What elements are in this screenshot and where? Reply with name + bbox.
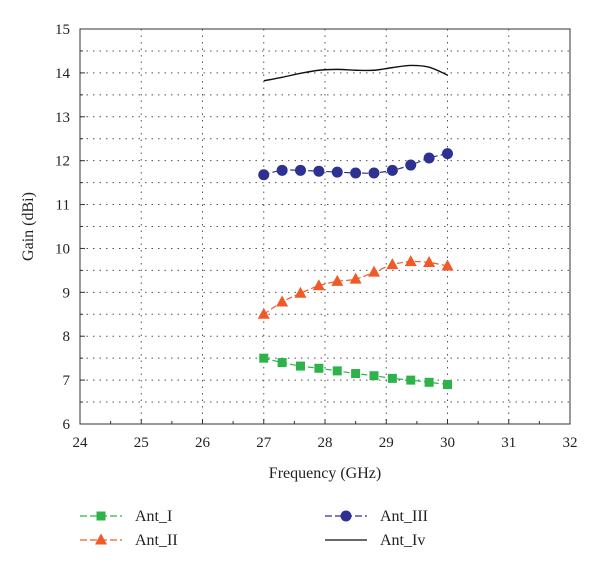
axis-ticks: 24 25 26 27 28 29 30 31 32 6 7 8 9 10 11 12 13 14 15 xyxy=(55,22,578,451)
legend-marker-ant-iii xyxy=(340,510,352,522)
data-point-ant-ii-0 xyxy=(257,307,270,319)
x-tick-label-25: 25 xyxy=(134,435,149,451)
data-point-ant-iii-4 xyxy=(331,166,343,178)
series-ant-iii xyxy=(258,148,453,181)
data-point-ant-i-2 xyxy=(296,361,305,371)
x-tick-label-31: 31 xyxy=(501,435,516,451)
y-tick-label-11: 11 xyxy=(56,198,70,214)
plot-series xyxy=(257,64,454,389)
legend: Ant_I Ant_II Ant_III Ant_Iv xyxy=(80,508,428,549)
y-tick-label-13: 13 xyxy=(55,110,70,126)
x-axis-label: Frequency (GHz) xyxy=(269,465,381,482)
data-point-ant-i-4 xyxy=(332,366,342,376)
y-tick-label-10: 10 xyxy=(55,241,70,257)
y-axis-label: Gain (dBi) xyxy=(20,192,37,261)
legend-label-ant-iv: Ant_Iv xyxy=(380,532,425,549)
data-point-ant-iii-8 xyxy=(405,159,417,171)
data-point-ant-ii-8 xyxy=(404,255,417,267)
x-tick-label-28: 28 xyxy=(318,435,333,451)
data-point-ant-i-8 xyxy=(406,375,416,385)
data-point-ant-i-0 xyxy=(259,353,269,363)
data-point-ant-iii-5 xyxy=(350,167,362,179)
legend-label-ant-iii: Ant_III xyxy=(380,508,428,525)
data-point-ant-i-5 xyxy=(351,369,361,379)
x-tick-label-27: 27 xyxy=(256,435,272,451)
data-point-ant-ii-6 xyxy=(368,265,380,277)
grid xyxy=(80,29,570,424)
y-tick-label-8: 8 xyxy=(63,329,71,345)
legend-label-ant-ii: Ant_II xyxy=(135,532,178,549)
series-ant-i xyxy=(259,353,452,389)
data-point-ant-iii-2 xyxy=(295,164,306,176)
data-point-ant-iii-10 xyxy=(442,148,453,160)
data-point-ant-iii-1 xyxy=(276,164,288,176)
x-tick-label-29: 29 xyxy=(379,435,394,451)
data-point-ant-i-10 xyxy=(443,380,452,389)
data-point-ant-ii-2 xyxy=(294,286,307,298)
data-point-ant-ii-7 xyxy=(386,258,399,270)
series-ant-ii xyxy=(257,255,454,319)
y-tick-label-6: 6 xyxy=(63,417,71,433)
data-point-ant-ii-9 xyxy=(423,255,436,267)
data-point-ant-iii-0 xyxy=(258,169,270,181)
legend-item-ant-iv: Ant_Iv xyxy=(325,532,425,549)
legend-label-ant-i: Ant_I xyxy=(135,508,172,525)
legend-item-ant-ii: Ant_II xyxy=(80,532,178,549)
x-tick-label-32: 32 xyxy=(563,435,578,451)
data-point-ant-iii-7 xyxy=(386,164,398,176)
data-point-ant-ii-5 xyxy=(349,272,362,284)
x-tick-label-26: 26 xyxy=(195,435,211,451)
x-tick-label-24: 24 xyxy=(73,435,89,451)
data-point-ant-i-7 xyxy=(387,373,397,383)
legend-marker-ant-ii xyxy=(95,533,107,545)
y-tick-label-9: 9 xyxy=(63,285,71,301)
y-tick-label-7: 7 xyxy=(63,373,71,389)
data-point-ant-i-6 xyxy=(369,371,379,381)
data-point-ant-ii-3 xyxy=(312,279,325,291)
series-ant-iv xyxy=(263,64,448,82)
data-point-ant-ii-10 xyxy=(441,259,454,271)
data-point-ant-iii-3 xyxy=(313,165,325,177)
y-tick-label-12: 12 xyxy=(55,154,70,170)
data-point-ant-i-9 xyxy=(424,377,434,387)
legend-item-ant-i: Ant_I xyxy=(80,508,172,525)
x-tick-label-30: 30 xyxy=(440,435,455,451)
y-tick-label-14: 14 xyxy=(55,66,71,82)
y-tick-label-15: 15 xyxy=(55,22,70,38)
series-line-ant-ii xyxy=(263,260,448,315)
data-point-ant-iii-6 xyxy=(368,167,380,179)
legend-item-ant-iii: Ant_III xyxy=(325,508,428,525)
data-point-ant-i-3 xyxy=(314,363,324,373)
data-point-ant-iii-9 xyxy=(423,152,435,164)
data-point-ant-i-1 xyxy=(277,358,287,368)
legend-marker-ant-i xyxy=(96,511,106,521)
data-point-ant-ii-4 xyxy=(331,274,344,286)
data-point-ant-ii-1 xyxy=(276,295,289,307)
series-line-ant-iv xyxy=(263,64,448,82)
